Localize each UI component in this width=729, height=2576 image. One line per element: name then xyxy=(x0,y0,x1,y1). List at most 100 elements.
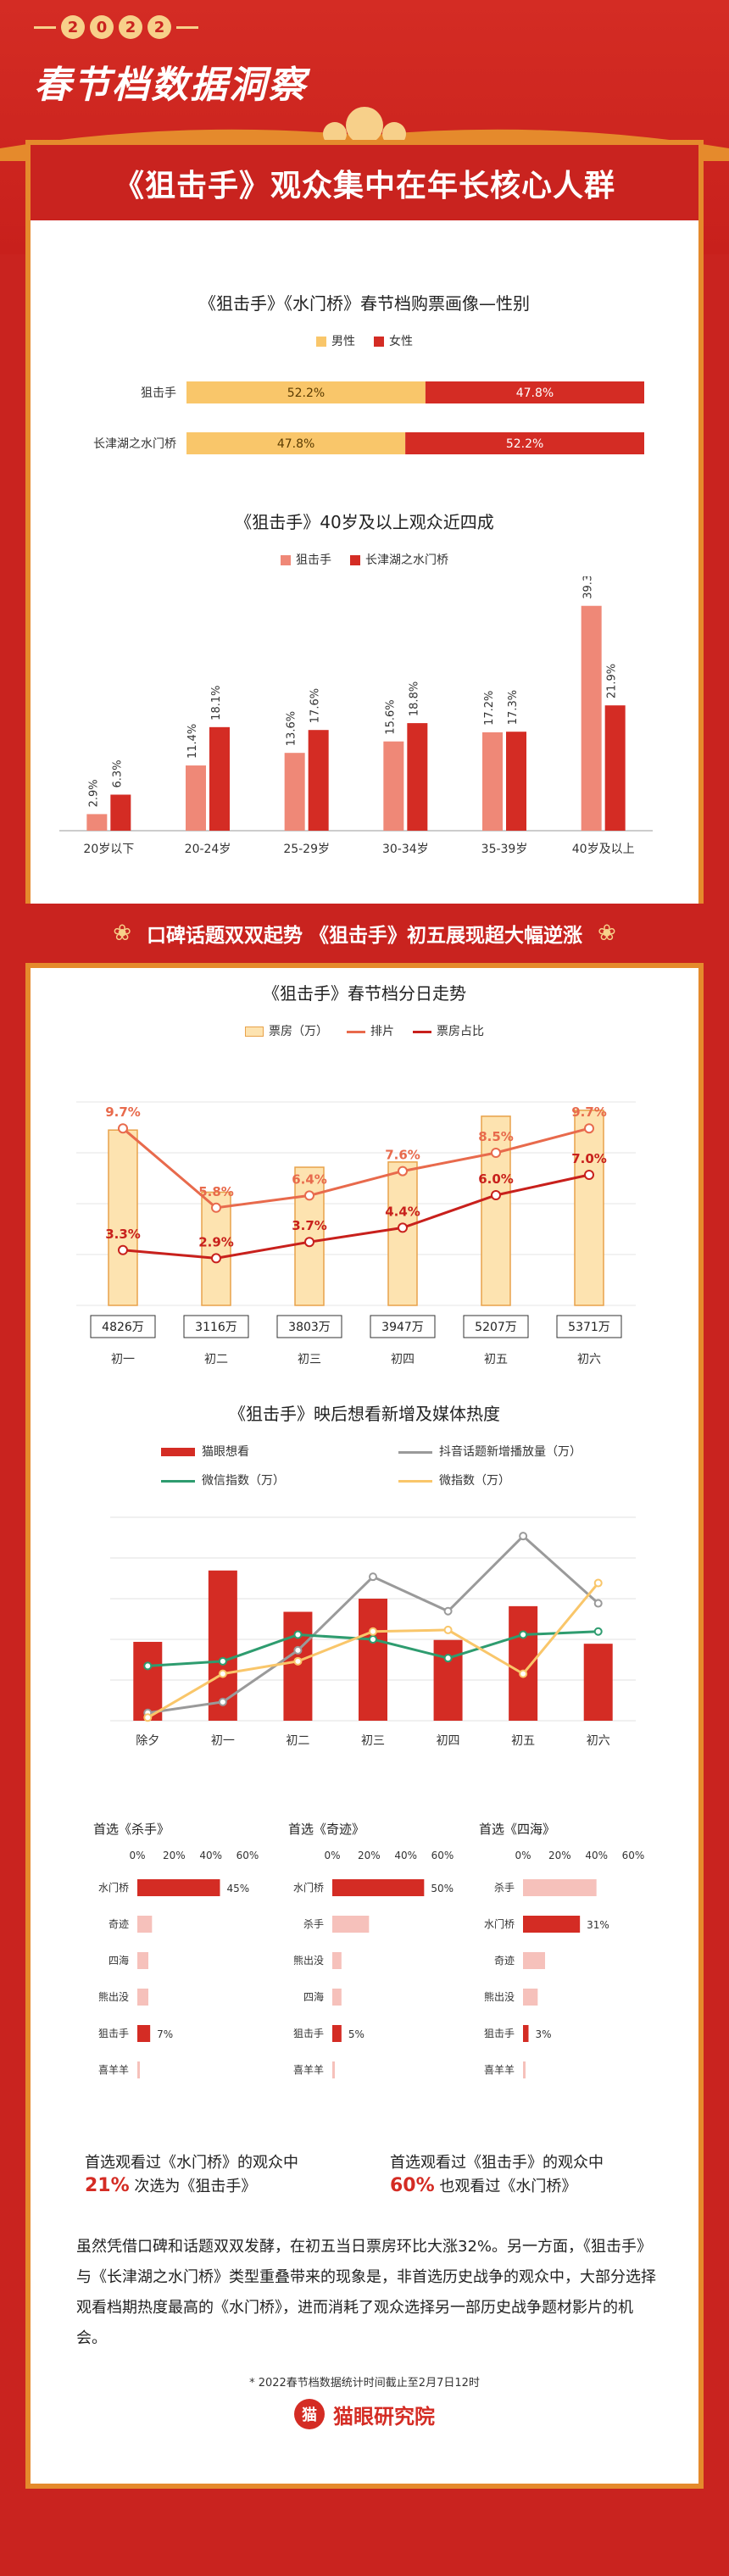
age-bar xyxy=(284,753,305,831)
data-label: 11.4% xyxy=(186,724,199,759)
year-digit: 2 xyxy=(61,15,85,39)
data-label: 7% xyxy=(157,2028,173,2040)
legend-item: 微指数（万） xyxy=(398,1472,636,1488)
data-label: 15.6% xyxy=(384,699,397,734)
choice-bar xyxy=(523,1952,545,1969)
weibo-line-point xyxy=(593,1578,603,1588)
box-office-label-box xyxy=(276,1315,342,1338)
section-banner: ❀ 口碑话题双双起势 《狙击手》初五展现超大幅逆涨 ❀ xyxy=(0,904,729,963)
tick-label: 40岁及以上 xyxy=(572,843,635,856)
choice-bar xyxy=(523,2061,526,2078)
share-point xyxy=(304,1237,314,1248)
box-office-label-box xyxy=(90,1315,156,1338)
screening-point xyxy=(398,1166,408,1177)
data-label: 18.1% xyxy=(210,686,223,721)
tick-label: 20% xyxy=(163,1850,186,1861)
category-label: 水门桥 xyxy=(293,1881,324,1894)
share-point xyxy=(211,1253,221,1264)
want-bar xyxy=(583,1644,613,1721)
category-label: 奇迹 xyxy=(109,1918,129,1930)
bar-segment xyxy=(186,432,406,454)
screening-point xyxy=(491,1148,501,1158)
box-office-label-box xyxy=(370,1315,436,1338)
year-digit: 0 xyxy=(90,15,114,39)
data-label: 39.3% xyxy=(582,576,595,599)
choice-bar xyxy=(332,1879,425,1896)
data-label: 17.3% xyxy=(507,690,520,725)
screening-line xyxy=(122,1127,590,1210)
age-bar xyxy=(482,732,503,831)
data-label: 7.6% xyxy=(385,1148,420,1163)
analysis-paragraph: 虽然凭借口碑和话题双双发酵，在初五当日票房环比大涨32%。另一方面，《狙击手》与… xyxy=(76,2238,656,2347)
data-label: 47.8% xyxy=(516,387,554,400)
legend-item: 票房（万） xyxy=(245,1022,328,1039)
category-label: 四海 xyxy=(303,1990,324,2003)
tick-label: 25-29岁 xyxy=(283,843,330,856)
want-bar xyxy=(133,1641,163,1721)
box-office-label: 4826万 xyxy=(102,1321,144,1334)
category-label: 奇迹 xyxy=(494,1955,515,1967)
legend-item: 抖音话题新增播放量（万） xyxy=(398,1443,636,1460)
age-bar xyxy=(506,732,526,831)
tick-label: 20-24岁 xyxy=(185,843,231,856)
category-label: 狙击手 xyxy=(98,2028,129,2039)
tick-label: 60% xyxy=(431,1850,454,1861)
category-label: 水门桥 xyxy=(98,1881,129,1894)
age-legend: 狙击手 长津湖之水门桥 xyxy=(0,551,729,568)
tick-label: 35-39岁 xyxy=(481,843,528,856)
daily-legend: 票房（万） 排片 票房占比 xyxy=(0,1022,729,1039)
legend-item: 猫眼想看 xyxy=(161,1443,398,1460)
category-label: 熊出没 xyxy=(98,1990,129,2003)
heat-chart-title: 《狙击手》映后想看新增及媒体热度 xyxy=(229,1404,500,1424)
data-label: 6.3% xyxy=(111,759,124,787)
data-label: 18.8% xyxy=(408,682,420,716)
tick-label: 初六 xyxy=(587,1733,610,1748)
box-office-label: 3803万 xyxy=(288,1321,331,1334)
data-label: 4.4% xyxy=(385,1204,420,1219)
category-label: 狙击手 xyxy=(141,387,176,400)
year-digit: 2 xyxy=(119,15,142,39)
small-chart-title: 首选《杀手》 xyxy=(93,1822,170,1837)
box-office-bar xyxy=(481,1116,511,1306)
category-label: 水门桥 xyxy=(484,1917,515,1930)
wechat-line-point xyxy=(143,1661,153,1671)
screening-point xyxy=(211,1202,221,1213)
legend-item: 票房占比 xyxy=(413,1022,484,1039)
tick-label: 0% xyxy=(129,1850,145,1861)
note-left: 首选观看过《水门桥》的观众中 21% 次选为《狙击手》 xyxy=(85,2151,373,2198)
wechat-line-point xyxy=(593,1627,603,1636)
tick-label: 除夕 xyxy=(136,1734,159,1748)
gender-legend: 男性 女性 xyxy=(0,332,729,349)
data-label: 3% xyxy=(536,2028,552,2040)
tick-label: 40% xyxy=(585,1850,608,1861)
box-office-bar xyxy=(574,1110,604,1306)
tick-label: 20% xyxy=(548,1850,571,1861)
tick-label: 初五 xyxy=(511,1733,535,1748)
tick-label: 初四 xyxy=(391,1352,415,1366)
box-office-label: 3116万 xyxy=(195,1321,237,1334)
category-label: 狙击手 xyxy=(484,2028,515,2039)
choice-bar xyxy=(137,1989,148,2006)
wechat-line-point xyxy=(218,1656,227,1666)
choice-bar xyxy=(332,1916,370,1933)
category-label: 杀手 xyxy=(494,1881,515,1894)
tick-label: 初一 xyxy=(211,1733,235,1748)
maoyan-logo: 猫 猫眼研究院 xyxy=(0,2399,729,2429)
data-label: 13.6% xyxy=(286,711,298,746)
note-right: 首选观看过《狙击手》的观众中 60% 也观看过《水门桥》 xyxy=(390,2151,670,2198)
tick-label: 0% xyxy=(324,1850,340,1861)
panel-header: 《狙击手》观众集中在年长核心人群 xyxy=(25,140,704,220)
small-chart-title: 首选《四海》 xyxy=(479,1822,555,1837)
data-label: 8.5% xyxy=(478,1129,514,1144)
box-office-label-box xyxy=(556,1315,622,1338)
age-bar xyxy=(581,605,602,831)
weibo-line-point xyxy=(218,1669,227,1678)
age-bar xyxy=(186,765,206,831)
box-office-label: 5371万 xyxy=(568,1321,610,1334)
choice-bar xyxy=(137,1879,220,1896)
cat-logo-icon: 猫 xyxy=(294,2399,325,2429)
tick-label: 0% xyxy=(515,1850,531,1861)
flower-icon: ❀ xyxy=(113,921,131,946)
age-chart-title: 《狙击手》40岁及以上观众近四成 xyxy=(235,512,494,532)
